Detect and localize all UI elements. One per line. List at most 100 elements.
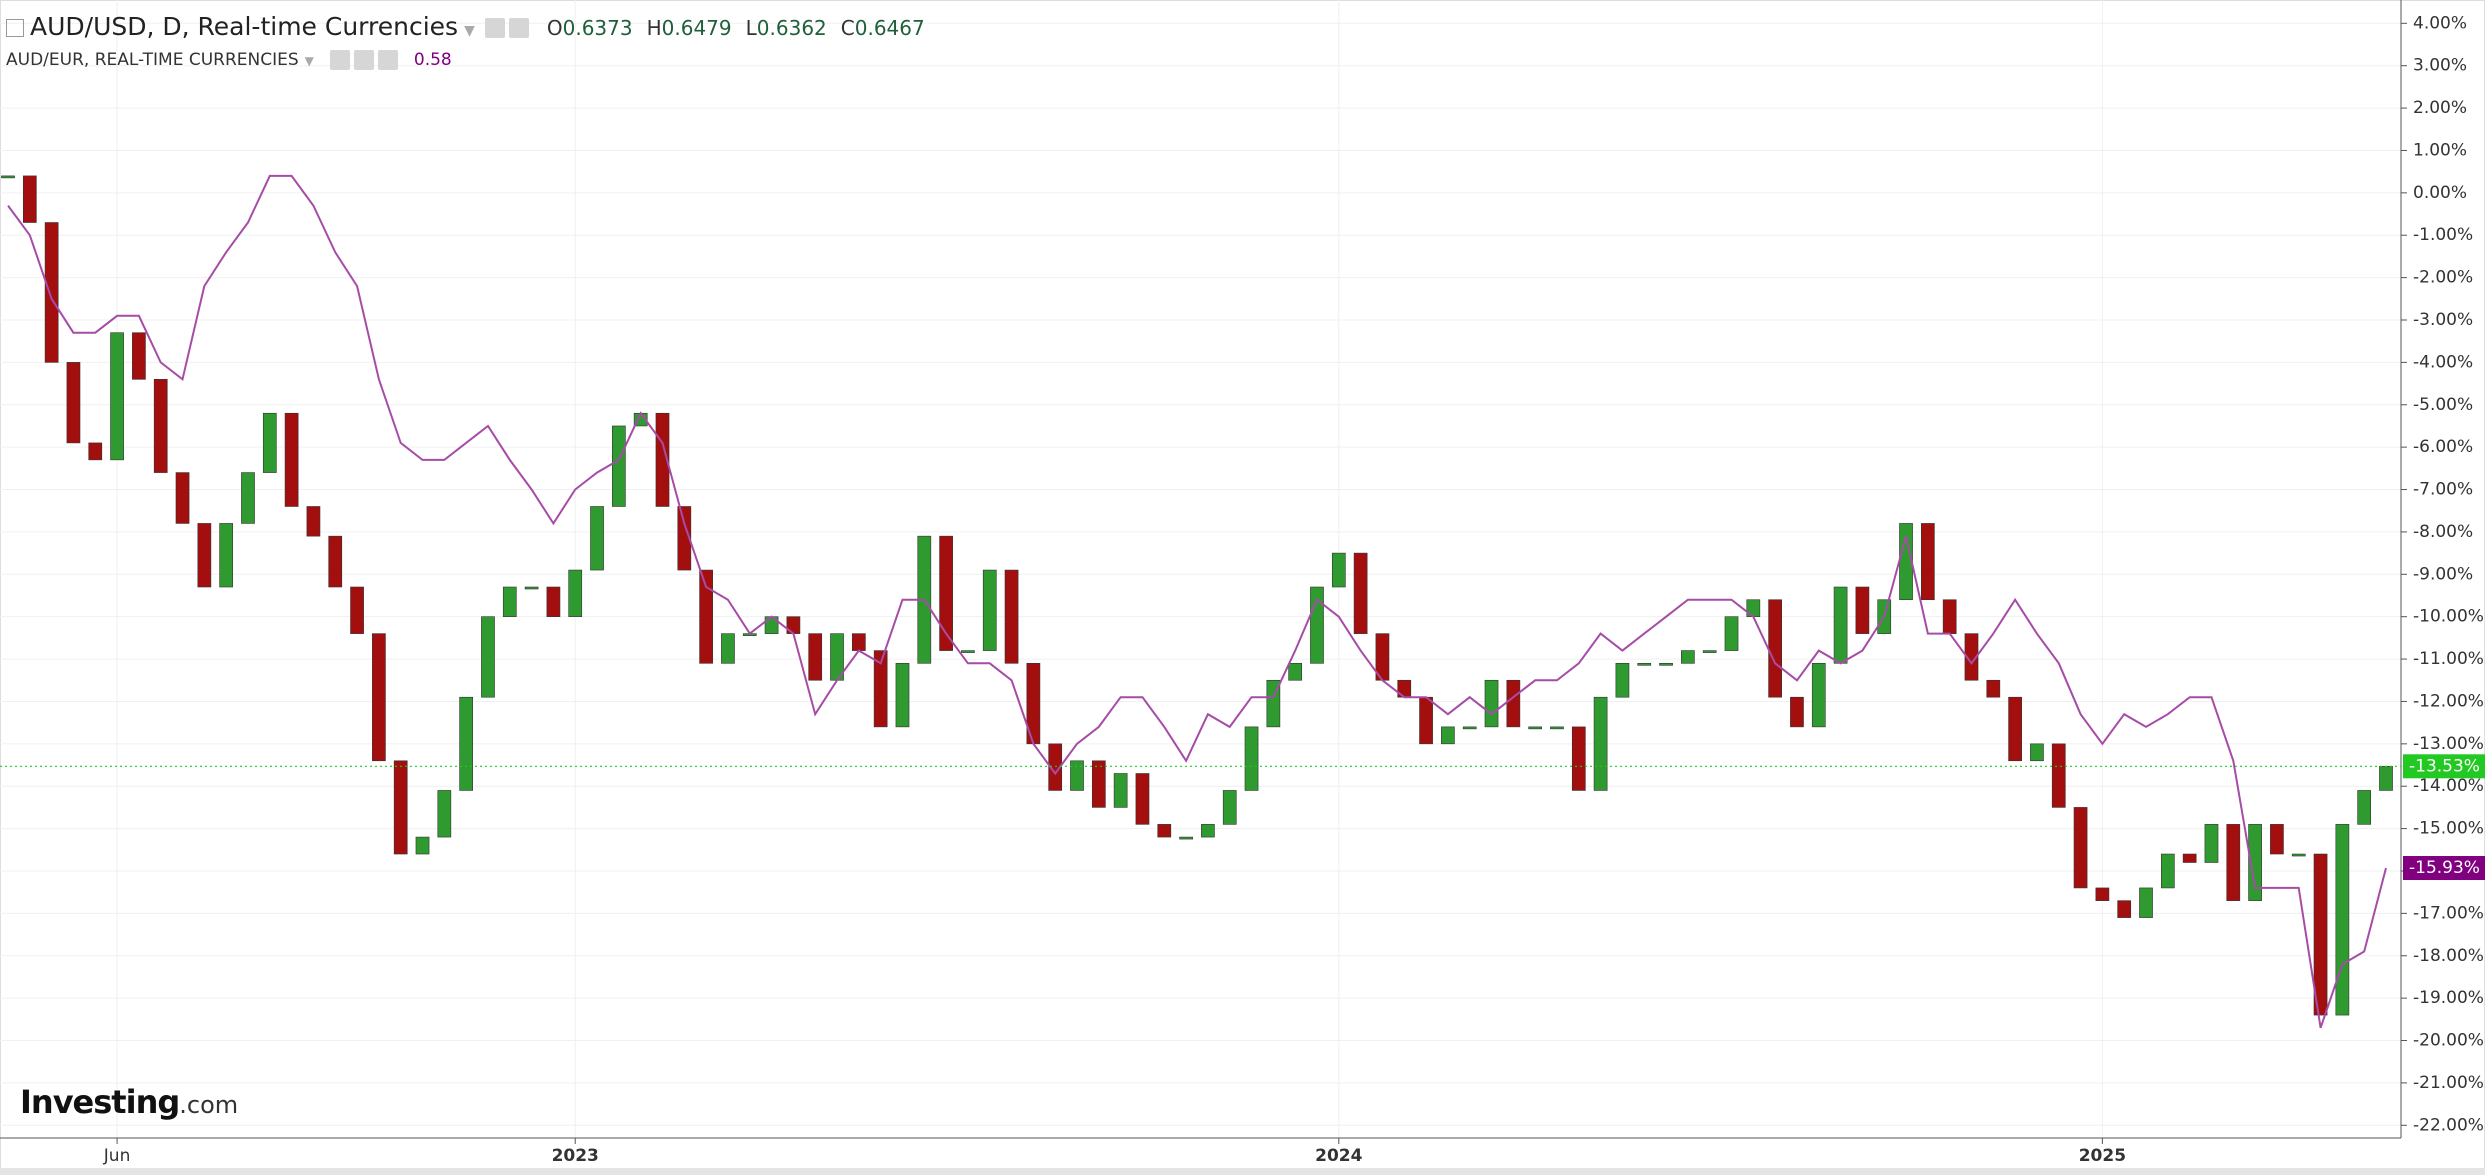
candle <box>241 472 255 524</box>
candle <box>2248 824 2262 901</box>
candle <box>1528 726 1543 730</box>
y-tick-label: -15.00% <box>2413 819 2484 839</box>
candle <box>1441 726 1455 745</box>
candle <box>1 175 15 179</box>
y-tick-label: -13.00% <box>2413 734 2484 754</box>
candle <box>895 663 910 728</box>
y-tick-label: -12.00% <box>2413 691 2484 711</box>
y-tick-label: -4.00% <box>2413 352 2473 372</box>
ohlc-value: 0.6479 <box>661 16 732 40</box>
candle <box>372 633 386 762</box>
candle <box>2008 696 2022 762</box>
logo-brand: Investing <box>20 1083 180 1121</box>
candle <box>873 650 888 728</box>
candle <box>437 790 452 838</box>
ohlc-item: H0.6479 <box>647 16 732 40</box>
candle <box>1768 599 1782 698</box>
candle <box>1353 552 1368 634</box>
candle <box>44 222 59 363</box>
candle <box>1724 616 1739 651</box>
candle <box>1899 523 1913 601</box>
candle <box>2160 853 2175 889</box>
candle <box>1070 760 1084 791</box>
ohlc-item: O0.6373 <box>547 16 633 40</box>
icon[interactable] <box>484 18 505 38</box>
candle <box>66 362 81 444</box>
last-value-tag <box>2403 754 2485 779</box>
ohlc-item: L0.6362 <box>746 16 827 40</box>
y-tick-label: 2.00% <box>2413 98 2467 118</box>
candle <box>175 472 190 524</box>
candle <box>2335 824 2350 1016</box>
candle <box>1091 760 1106 808</box>
ohlc-label: H <box>646 16 662 40</box>
candle <box>721 633 735 664</box>
y-tick-label: -9.00% <box>2413 564 2473 584</box>
candle <box>502 586 517 617</box>
dropdown-arrow[interactable]: ▼ <box>464 23 475 39</box>
ohlc: O0.6373 H0.6479 L0.6362 C0.6467 <box>533 12 925 41</box>
candle <box>1921 523 1935 601</box>
candle <box>961 650 975 653</box>
y-tick-label: -7.00% <box>2413 480 2473 500</box>
candle <box>2139 887 2153 918</box>
bottom-strip <box>0 1168 2485 1175</box>
candle <box>459 696 473 791</box>
candle <box>1855 586 1870 634</box>
icon[interactable] <box>353 50 374 70</box>
candle <box>568 569 583 617</box>
candle <box>1833 586 1848 664</box>
ohlc-value: 0.6373 <box>562 16 633 40</box>
candle <box>1004 569 1019 664</box>
y-tick-label: -14.00% <box>2413 776 2484 796</box>
icon[interactable] <box>329 50 350 70</box>
candle <box>1331 552 1346 588</box>
candle <box>2270 824 2284 855</box>
candle <box>2357 790 2372 825</box>
candle <box>1222 790 1237 825</box>
icon[interactable] <box>508 18 529 38</box>
y-tick-label: -19.00% <box>2413 988 2484 1008</box>
candle <box>677 506 692 571</box>
y-tick-label: 4.00% <box>2413 13 2467 33</box>
candle <box>1702 650 1717 653</box>
candle <box>2073 807 2088 889</box>
collapse-button[interactable] <box>6 19 24 37</box>
candle <box>1113 773 1128 808</box>
candle <box>1811 663 1826 728</box>
line-series <box>7 174 2387 1029</box>
y-tick-label: -11.00% <box>2413 649 2484 669</box>
y-tick-label: -5.00% <box>2413 395 2473 415</box>
candle <box>1681 650 1695 664</box>
candle <box>306 506 321 537</box>
y-tick-label: -20.00% <box>2413 1031 2484 1051</box>
candle <box>982 569 997 651</box>
overlay-title: AUD/EUR, REAL-TIME CURRENCIES <box>6 50 299 70</box>
candle <box>88 442 103 461</box>
candle <box>524 586 539 590</box>
y-tick-label: -17.00% <box>2413 903 2484 923</box>
dropdown-arrow[interactable]: ▼ <box>304 54 314 68</box>
candle <box>1593 696 1608 791</box>
candle <box>1462 726 1477 730</box>
y-tick-label: -18.00% <box>2413 946 2484 966</box>
candle <box>1048 743 1063 791</box>
y-tick-label: -6.00% <box>2413 437 2473 457</box>
candle <box>2182 853 2197 863</box>
x-tick-label: 2025 <box>2079 1146 2126 1166</box>
candle <box>1288 663 1303 681</box>
candle <box>2204 824 2219 863</box>
icon[interactable] <box>377 50 398 70</box>
candle <box>1964 633 1979 681</box>
y-tick-label: -2.00% <box>2413 268 2473 288</box>
logo-suffix: .com <box>179 1091 239 1119</box>
candle <box>590 506 604 571</box>
ohlc-item: C0.6467 <box>841 16 925 40</box>
candle <box>110 332 124 461</box>
candle <box>2291 853 2306 857</box>
candle <box>2051 743 2066 808</box>
candle <box>2095 887 2110 901</box>
